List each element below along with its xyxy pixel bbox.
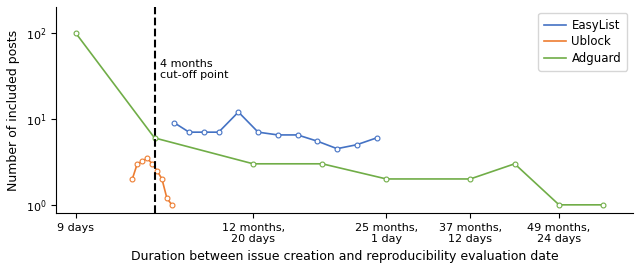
EasyList xyxy=(274,133,282,137)
EasyList xyxy=(353,143,360,146)
EasyList xyxy=(215,130,223,134)
Ublock xyxy=(163,196,171,200)
EasyList xyxy=(254,130,262,134)
Adguard xyxy=(150,136,158,140)
Y-axis label: Number of included posts: Number of included posts xyxy=(7,29,20,191)
Ublock xyxy=(158,177,166,181)
Adguard xyxy=(600,203,607,207)
Ublock xyxy=(168,203,175,207)
Line: Adguard: Adguard xyxy=(73,31,606,207)
X-axis label: Duration between issue creation and reproducibility evaluation date: Duration between issue creation and repr… xyxy=(131,250,558,263)
Ublock xyxy=(129,177,136,181)
Text: 4 months
cut-off point: 4 months cut-off point xyxy=(161,59,229,80)
Line: EasyList: EasyList xyxy=(172,110,379,151)
EasyList xyxy=(314,140,321,143)
EasyList xyxy=(333,147,341,150)
Legend: EasyList, Ublock, Adguard: EasyList, Ublock, Adguard xyxy=(538,13,627,71)
Adguard xyxy=(511,162,518,166)
EasyList xyxy=(185,130,193,134)
Ublock xyxy=(138,160,146,163)
EasyList xyxy=(234,110,242,114)
Adguard xyxy=(556,203,563,207)
Line: Ublock: Ublock xyxy=(130,156,174,207)
Ublock xyxy=(148,162,156,166)
Ublock xyxy=(153,169,161,172)
Adguard xyxy=(250,162,257,166)
Adguard xyxy=(319,162,326,166)
EasyList xyxy=(200,130,208,134)
Ublock xyxy=(143,156,151,160)
Adguard xyxy=(72,31,79,35)
EasyList xyxy=(372,136,380,140)
EasyList xyxy=(170,121,178,124)
Adguard xyxy=(383,177,390,181)
Adguard xyxy=(467,177,474,181)
Ublock xyxy=(133,162,141,166)
EasyList xyxy=(294,133,301,137)
